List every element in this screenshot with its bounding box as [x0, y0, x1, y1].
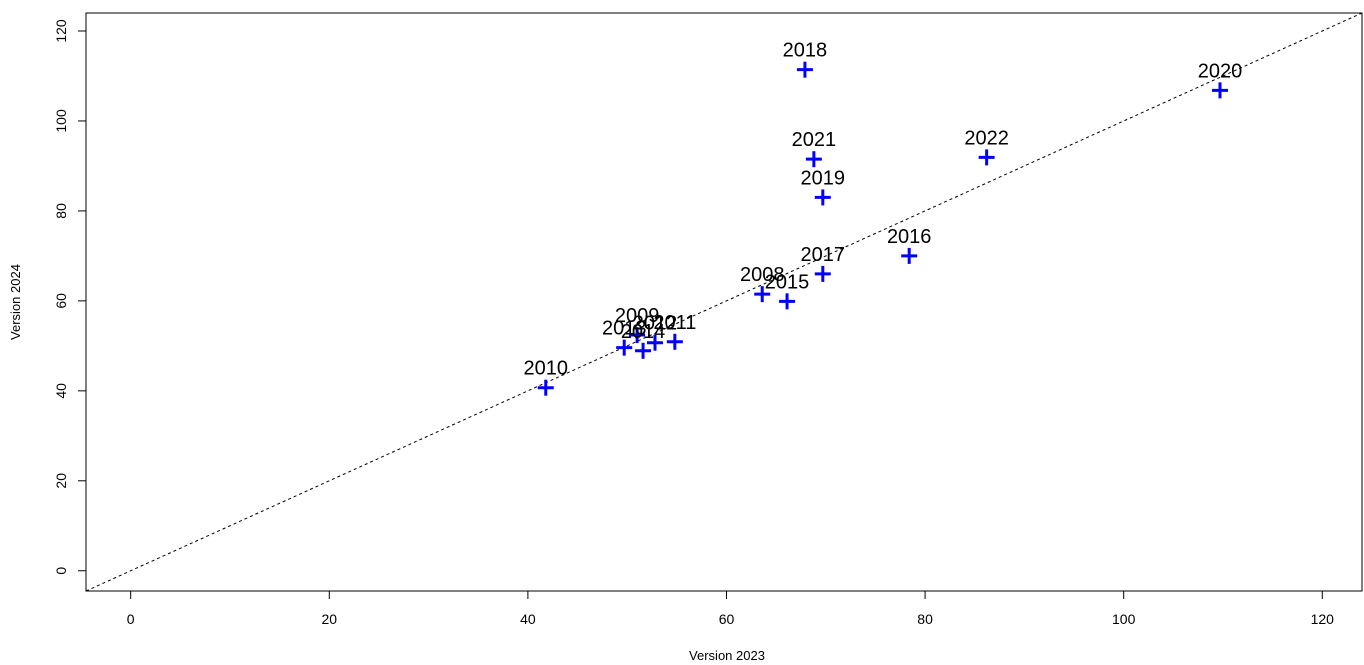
x-tick-label: 120	[1311, 611, 1335, 627]
y-tick-label: 100	[53, 109, 69, 133]
point-label: 2019	[801, 167, 846, 189]
data-point-2018: 2018	[783, 40, 828, 78]
data-point-2015: 2015	[765, 271, 810, 310]
data-point-2017: 2017	[801, 244, 846, 282]
data-point-2019: 2019	[801, 167, 846, 206]
x-axis-title: Version 2023	[689, 648, 765, 663]
point-label: 2017	[801, 244, 846, 266]
data-point-2022: 2022	[964, 127, 1009, 166]
x-axis: 0 20 40 60 80 100 120	[127, 590, 1335, 627]
data-point-2012: 2012	[633, 313, 678, 351]
data-point-2011: 2011	[653, 312, 696, 350]
point-label: 2018	[783, 40, 828, 62]
y-tick-label: 20	[53, 473, 69, 489]
y-tick-label: 0	[53, 567, 69, 575]
x-tick-label: 60	[719, 611, 735, 627]
point-label: 2013	[602, 318, 647, 340]
data-point-2014: 2014	[621, 321, 666, 359]
point-label: 2014	[621, 321, 666, 343]
y-tick-label: 40	[53, 383, 69, 399]
point-label: 2022	[964, 127, 1009, 149]
y-axis-title: Version 2024	[8, 264, 23, 340]
data-point-2016: 2016	[887, 226, 932, 264]
data-point-2008: 2008	[740, 264, 785, 303]
point-label: 2020	[1198, 60, 1243, 82]
data-point-2010: 2010	[524, 358, 569, 396]
x-tick-label: 20	[321, 611, 337, 627]
point-label: 2012	[633, 313, 678, 335]
y-tick-label: 120	[53, 19, 69, 43]
y-tick-label: 80	[53, 203, 69, 219]
x-tick-label: 40	[520, 611, 536, 627]
data-point-2013: 2013	[602, 318, 647, 356]
y-tick-label: 60	[53, 293, 69, 309]
data-point-2020: 2020	[1198, 60, 1243, 99]
point-label: 2015	[765, 271, 810, 293]
point-label: 2008	[740, 264, 785, 286]
data-point-2021: 2021	[792, 129, 837, 168]
point-label: 2010	[524, 358, 569, 380]
identity-line-layer	[85, 12, 1363, 592]
x-tick-label: 100	[1112, 611, 1136, 627]
x-tick-label: 0	[127, 611, 135, 627]
x-tick-label: 80	[917, 611, 933, 627]
data-point-2009: 2009	[615, 305, 660, 344]
point-label: 2021	[792, 129, 837, 151]
identity-line	[85, 12, 1363, 592]
y-axis: 0 20 40 60 80 100 120	[53, 19, 87, 575]
point-label: 2009	[615, 305, 660, 327]
point-label: 2016	[887, 226, 932, 248]
point-label: 2011	[653, 312, 696, 334]
